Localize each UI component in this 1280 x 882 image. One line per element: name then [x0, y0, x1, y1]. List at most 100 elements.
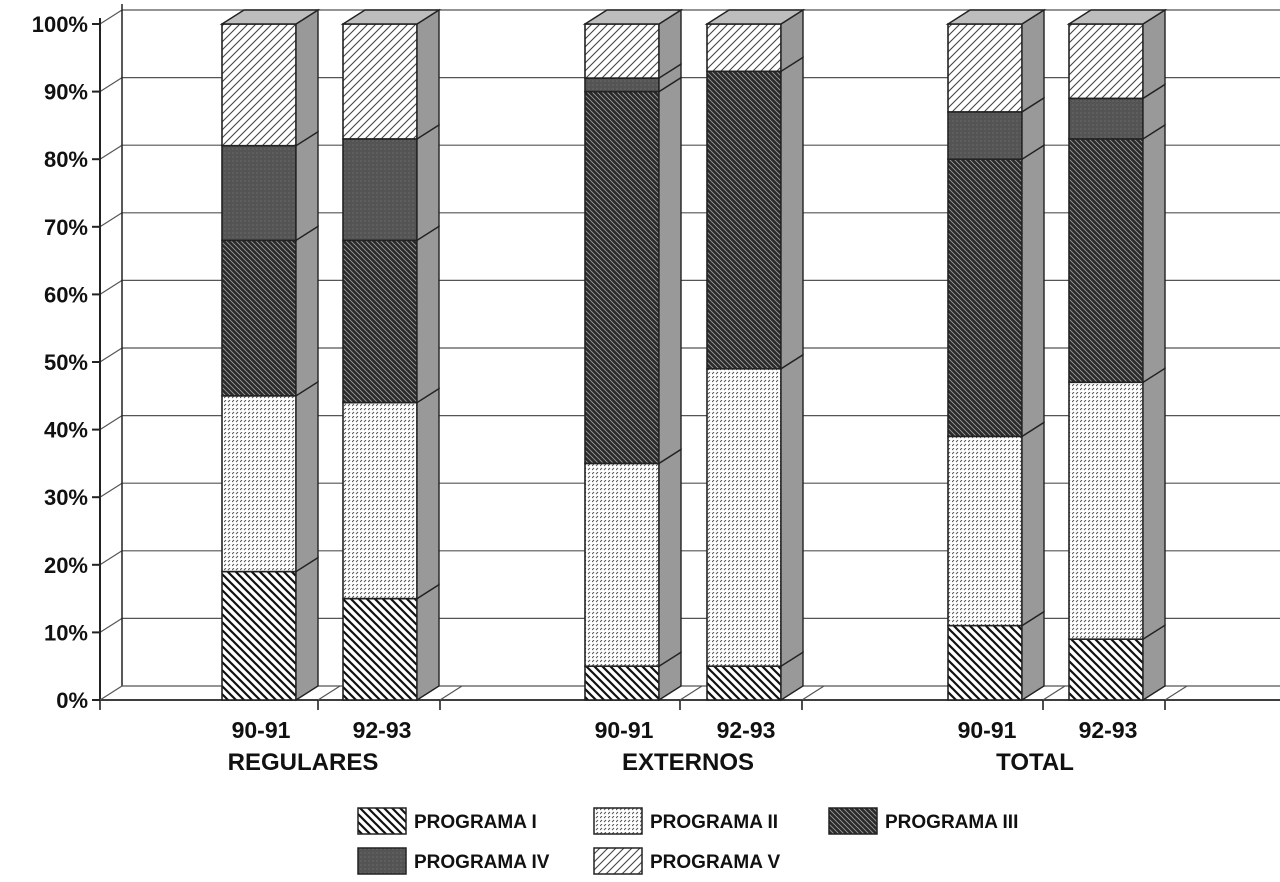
legend-item: PROGRAMA III	[828, 807, 1018, 835]
bar-segment	[947, 624, 1023, 701]
bar-segment	[584, 77, 660, 93]
bar-segment-side	[295, 556, 319, 702]
legend-label: PROGRAMA II	[650, 812, 778, 833]
bar-stack	[1066, 8, 1168, 702]
category-label: 92-93	[717, 717, 776, 743]
bar-segment	[947, 111, 1023, 160]
category-label: 92-93	[1079, 717, 1138, 743]
y-tick-label: 40%	[44, 418, 88, 443]
bar-segment-side	[295, 225, 319, 398]
bar-segment-side	[295, 8, 319, 147]
bar-segment-side	[1021, 421, 1045, 627]
group-label: REGULARES	[228, 749, 379, 776]
y-tick-label: 70%	[44, 215, 88, 240]
y-tick-label: 90%	[44, 80, 88, 105]
legend-label: PROGRAMA I	[414, 812, 537, 833]
floor-depth-line	[679, 685, 703, 701]
gridline-depth	[99, 482, 123, 498]
y-tick-label: 30%	[44, 485, 88, 510]
bar-top	[219, 9, 321, 25]
bar-segment	[1068, 23, 1144, 100]
bar-top	[340, 9, 442, 25]
bar-segment-side	[658, 448, 682, 668]
bar-segment-side	[295, 130, 319, 242]
bar-top	[582, 9, 684, 25]
legend-swatch	[357, 847, 407, 875]
bar-segment-side	[295, 380, 319, 573]
bar-segment-side	[416, 8, 440, 141]
bar-segment	[947, 435, 1023, 627]
legend-item: PROGRAMA V	[593, 847, 781, 875]
bar-segment-side	[416, 387, 440, 600]
y-tick-label: 100%	[32, 12, 88, 37]
bar-segment	[584, 462, 660, 667]
legend-item: PROGRAMA II	[593, 807, 778, 835]
bar-segment-side	[1142, 367, 1166, 641]
y-tick-label: 50%	[44, 350, 88, 375]
floor-depth-line	[439, 685, 463, 701]
bar-segment-side	[1142, 123, 1166, 384]
bar-segment-side	[658, 76, 682, 465]
bar-segment	[584, 90, 660, 465]
category-label: 90-91	[232, 717, 291, 743]
bar-segment	[342, 239, 418, 404]
bar-segment	[1068, 138, 1144, 384]
bars	[219, 8, 1168, 702]
legend-item: PROGRAMA I	[357, 807, 537, 835]
gridline-depth	[99, 212, 123, 228]
category-label: 92-93	[353, 717, 412, 743]
bar-segment	[584, 23, 660, 79]
bar-segment-side	[1142, 8, 1166, 100]
y-tick-label: 10%	[44, 620, 88, 645]
bar-stack	[219, 8, 321, 702]
bar-segment	[221, 570, 297, 701]
bar-segment-side	[416, 123, 440, 242]
legend-swatch	[828, 807, 878, 835]
floor-depth-line	[99, 685, 123, 701]
bar-segment	[947, 23, 1023, 113]
bar-segment	[221, 394, 297, 573]
bar-segment	[706, 23, 782, 73]
y-tick-label: 0%	[56, 688, 88, 713]
legend-label: PROGRAMA III	[885, 812, 1018, 833]
category-label: 90-91	[958, 717, 1017, 743]
bar-segment	[706, 367, 782, 668]
bar-segment	[221, 23, 297, 147]
bar-segment	[342, 597, 418, 701]
gridline-depth	[99, 550, 123, 566]
legend-label: PROGRAMA V	[650, 852, 781, 873]
bar-segment	[1068, 638, 1144, 701]
x-axis-labels: 90-91 92-93 90-91 92-93 90-91 92-93 REGULARES E…	[228, 717, 1138, 776]
bar-stack	[582, 8, 684, 702]
group-label: EXTERNOS	[622, 749, 754, 776]
y-tick-label: 20%	[44, 553, 88, 578]
bar-segment	[221, 144, 297, 242]
legend-item: PROGRAMA IV	[357, 847, 550, 875]
bar-segment	[221, 239, 297, 397]
legend-label: PROGRAMA IV	[414, 852, 550, 873]
gridline-depth	[99, 415, 123, 431]
floor-depth-line	[317, 685, 341, 701]
bar-segment	[342, 138, 418, 242]
bar-segment	[584, 665, 660, 701]
bar-top	[1066, 9, 1168, 25]
legend-swatch	[593, 807, 643, 835]
gridline-depth	[99, 144, 123, 160]
bar-stack	[704, 8, 806, 702]
category-label: 90-91	[595, 717, 654, 743]
bar-segment-side	[416, 583, 440, 702]
group-label: TOTAL	[996, 749, 1074, 776]
floor-depth-line	[1164, 685, 1188, 701]
bar-top	[945, 9, 1047, 25]
gridline-depth	[99, 617, 123, 633]
floor-depth-line	[801, 685, 825, 701]
legend-swatch	[593, 847, 643, 875]
bar-stack	[340, 8, 442, 702]
legend-swatch	[357, 807, 407, 835]
bar-segment-side	[1021, 8, 1045, 114]
bar-segment	[1068, 97, 1144, 140]
gridline-depth	[99, 77, 123, 93]
bar-segment-side	[780, 56, 804, 371]
